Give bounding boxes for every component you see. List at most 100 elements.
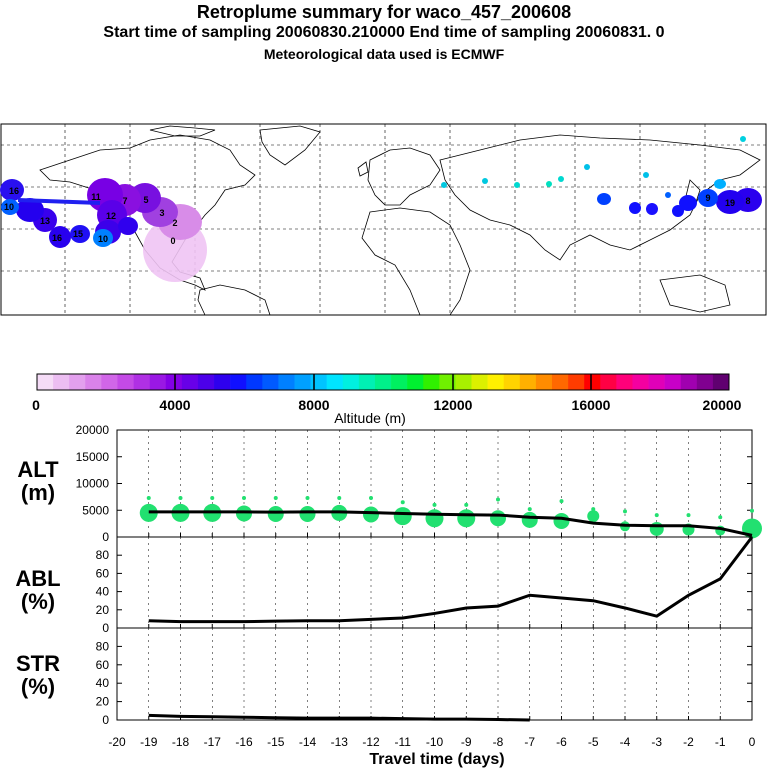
alt-scatter-point [742, 518, 762, 539]
colorbar-swatch [246, 374, 263, 390]
colorbar-swatch [616, 374, 633, 390]
alt-scatter-point [553, 512, 570, 529]
y-tick-label: 10000 [76, 477, 110, 491]
str-title: STR [16, 651, 60, 676]
colorbar-swatch [664, 374, 682, 390]
colorbar-tick: 4000 [159, 397, 190, 413]
plume-marker [698, 189, 718, 207]
x-tick-label: -16 [235, 735, 253, 749]
colorbar-swatch [568, 374, 585, 390]
colorbar-swatch [262, 374, 279, 390]
colorbar-swatch [600, 374, 617, 390]
plume-label: 9 [705, 193, 710, 203]
colorbar-swatch [181, 374, 199, 390]
abl-title: ABL [15, 566, 60, 591]
sampling-times: Start time of sampling 20060830.210000 E… [103, 24, 665, 41]
plume-marker [0, 179, 24, 201]
altitude-colorbar [36, 373, 730, 391]
plume-label: 7 [122, 196, 127, 206]
plume-label: 3 [159, 208, 164, 218]
plume-label: 12 [106, 211, 116, 221]
x-tick-label: -7 [524, 735, 535, 749]
plume-label: 19 [725, 198, 735, 208]
alt-upper-point [686, 513, 691, 518]
plume-marker [16, 198, 44, 222]
plume-marker [441, 182, 447, 188]
colorbar-swatch [133, 374, 150, 390]
plume-marker [597, 193, 611, 205]
colorbar-swatch [551, 374, 569, 390]
colorbar-swatch [165, 374, 183, 390]
plume-label: 10 [4, 202, 14, 212]
plume-label: 11 [91, 192, 101, 202]
plume-marker [514, 182, 520, 188]
y-tick-label: 40 [96, 585, 110, 599]
alt-title: ALT [17, 457, 59, 482]
x-tick-label: -15 [267, 735, 285, 749]
plume-marker [740, 136, 746, 142]
plume-label: 16 [9, 186, 19, 196]
colorbar-swatch [326, 374, 344, 390]
alt-scatter-point [393, 507, 412, 526]
alt-upper-point [527, 507, 532, 512]
alt-scatter-point [267, 505, 284, 522]
alt-upper-point [623, 509, 627, 514]
y-tick-label: 20 [96, 603, 110, 617]
y-tick-label: 80 [96, 548, 110, 562]
alt-upper-point [273, 495, 278, 500]
str-units: (%) [21, 674, 55, 699]
colorbar-swatch [519, 374, 537, 390]
x-tick-label: -11 [395, 735, 412, 749]
plume-label: 5 [143, 195, 148, 205]
colorbar-swatch [374, 374, 392, 390]
y-tick-label: 60 [96, 658, 110, 672]
x-tick-label: 0 [749, 735, 756, 749]
y-tick-label: 20000 [76, 423, 110, 437]
plume-marker [672, 205, 684, 217]
colorbar-swatch [503, 374, 521, 390]
x-tick-label: -1 [715, 735, 726, 749]
plume-label: 0 [170, 236, 175, 246]
plume-label: 16 [52, 233, 62, 243]
x-tick-label: -19 [140, 735, 158, 749]
x-tick-label: -8 [493, 735, 504, 749]
x-tick-label: -9 [461, 735, 472, 749]
alt-scatter-point [649, 521, 664, 536]
chart-title: Retroplume summary for waco_457_200608 [196, 2, 572, 22]
colorbar-swatch [214, 374, 231, 390]
plume-marker [643, 172, 649, 178]
y-tick-label: 15000 [76, 450, 110, 464]
world-map: 0 2 3 5 7 11 12 10 15 16 13 16 10 8 19 9 [0, 123, 767, 316]
x-tick-label: -13 [331, 735, 349, 749]
y-tick-label: 40 [96, 676, 110, 690]
alt-upper-point [337, 495, 342, 500]
colorbar-swatch [439, 374, 456, 390]
alt-scatter-point [363, 506, 379, 523]
time-series-panels: 20000 15000 10000 5000 0 80 60 40 20 0 80 60 40 20 0 -2… [76, 423, 762, 749]
colorbar-swatch [37, 374, 54, 390]
colorbar-swatch [696, 374, 714, 390]
colorbar-swatch [278, 374, 295, 390]
colorbar-swatch [423, 374, 440, 390]
alt-scatter-point [490, 510, 506, 527]
alt-units: (m) [21, 480, 55, 505]
alt-scatter-point [587, 510, 600, 523]
colorbar-tick: 16000 [572, 397, 611, 413]
colorbar-swatch [69, 374, 86, 390]
alt-scatter-point [457, 509, 476, 528]
plume-marker [714, 179, 726, 189]
alt-upper-point [305, 495, 310, 500]
plume-marker [482, 178, 488, 184]
alt-scatter-point [299, 505, 316, 522]
plume-marker [646, 203, 658, 215]
x-tick-label: -4 [620, 735, 631, 749]
colorbar-swatch [149, 374, 167, 390]
colorbar-swatch [471, 374, 488, 390]
plume-marker [716, 190, 744, 214]
x-tick-label: -18 [172, 735, 190, 749]
y-tick-label: 0 [102, 530, 109, 544]
colorbar-swatch [342, 374, 360, 390]
plume-marker [665, 192, 671, 198]
colorbar-swatch [680, 374, 698, 390]
